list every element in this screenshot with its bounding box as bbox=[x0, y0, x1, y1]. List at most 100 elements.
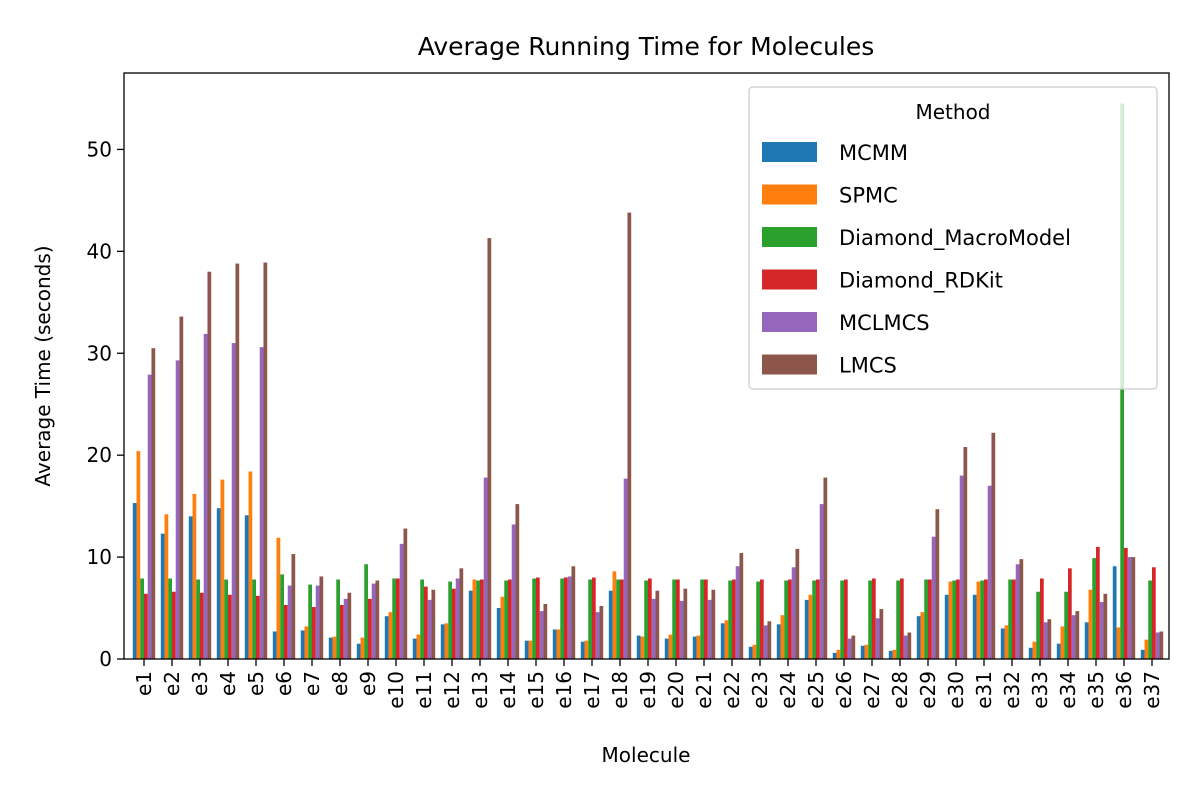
bar-e27-series-1 bbox=[860, 645, 865, 659]
bar-e24-series-1 bbox=[776, 624, 781, 659]
x-tick-label: e27 bbox=[860, 671, 884, 709]
x-tick-label: e6 bbox=[272, 671, 296, 696]
x-tick-label: e13 bbox=[468, 671, 492, 709]
bar-e3-series-1 bbox=[188, 516, 193, 659]
x-tick-label: e25 bbox=[804, 671, 828, 709]
legend-label: Diamond_MacroModel bbox=[839, 226, 1071, 251]
bar-e17-series-1 bbox=[580, 641, 585, 659]
x-tick-label: e16 bbox=[552, 671, 576, 709]
bar-e37-series-4 bbox=[1152, 567, 1156, 659]
bar-e26-series-6 bbox=[851, 635, 856, 659]
bar-e12-series-5 bbox=[455, 578, 460, 659]
bar-e30-series-3 bbox=[952, 580, 956, 659]
bar-e23-series-5 bbox=[763, 625, 768, 659]
bar-e12-series-6 bbox=[459, 568, 464, 659]
bar-e21-series-1 bbox=[692, 636, 697, 659]
bar-e1-series-5 bbox=[147, 374, 152, 659]
x-tick-label: e2 bbox=[160, 671, 184, 696]
bar-e20-series-5 bbox=[679, 600, 684, 659]
bar-e33-series-2 bbox=[1032, 641, 1037, 659]
bar-e16-series-1 bbox=[552, 629, 557, 659]
bar-e9-series-4 bbox=[368, 598, 372, 659]
bar-e4-series-6 bbox=[235, 263, 240, 659]
bar-e37-series-1 bbox=[1140, 649, 1145, 659]
bar-e15-series-1 bbox=[524, 640, 529, 659]
bar-e15-series-5 bbox=[539, 611, 544, 659]
bar-e33-series-5 bbox=[1043, 622, 1048, 659]
bar-e5-series-5 bbox=[259, 347, 264, 659]
x-tick-label: e24 bbox=[776, 671, 800, 709]
bar-e2-series-2 bbox=[164, 514, 169, 659]
bar-e24-series-6 bbox=[795, 548, 800, 659]
x-tick-label: e36 bbox=[1112, 671, 1136, 709]
bar-e8-series-5 bbox=[343, 598, 348, 659]
bar-e11-series-5 bbox=[427, 599, 432, 659]
legend-label: Diamond_RDKit bbox=[839, 269, 1003, 294]
bar-e25-series-6 bbox=[823, 477, 828, 659]
bar-e20-series-6 bbox=[683, 588, 688, 659]
x-axis-label: Molecule bbox=[602, 743, 691, 767]
bar-e27-series-2 bbox=[864, 644, 869, 659]
bar-e2-series-3 bbox=[168, 578, 172, 659]
bar-e24-series-2 bbox=[780, 615, 785, 659]
bar-e6-series-4 bbox=[284, 604, 288, 659]
bar-e4-series-4 bbox=[228, 594, 232, 659]
bar-e26-series-3 bbox=[840, 580, 844, 659]
bar-e33-series-4 bbox=[1040, 578, 1044, 659]
bar-e11-series-6 bbox=[431, 589, 436, 659]
x-tick-label: e37 bbox=[1140, 671, 1164, 709]
bar-e10-series-6 bbox=[403, 528, 408, 659]
bar-e9-series-6 bbox=[375, 580, 380, 659]
bar-e12-series-3 bbox=[448, 581, 452, 659]
bar-e26-series-4 bbox=[844, 579, 848, 659]
bar-e2-series-5 bbox=[175, 360, 180, 659]
bar-e26-series-1 bbox=[832, 652, 837, 659]
bar-e24-series-4 bbox=[788, 579, 792, 659]
x-tick-label: e4 bbox=[216, 671, 240, 696]
bar-e11-series-3 bbox=[420, 579, 424, 659]
bar-e27-series-4 bbox=[872, 578, 876, 659]
bar-e37-series-6 bbox=[1159, 631, 1164, 659]
bar-e5-series-1 bbox=[244, 515, 249, 659]
bar-e23-series-2 bbox=[752, 644, 757, 659]
bar-e35-series-5 bbox=[1099, 601, 1104, 659]
bar-e14-series-5 bbox=[511, 524, 516, 659]
legend-label: SPMC bbox=[839, 184, 898, 208]
bar-e35-series-4 bbox=[1096, 546, 1100, 659]
bar-e16-series-6 bbox=[571, 566, 576, 659]
bar-e32-series-4 bbox=[1012, 579, 1016, 659]
bar-e5-series-2 bbox=[248, 471, 253, 659]
x-tick-label: e14 bbox=[496, 671, 520, 709]
bar-e7-series-4 bbox=[312, 607, 316, 659]
bar-e9-series-5 bbox=[371, 583, 376, 659]
bar-e18-series-1 bbox=[608, 590, 613, 659]
bar-e2-series-6 bbox=[179, 316, 184, 659]
bar-e2-series-4 bbox=[172, 591, 176, 659]
bar-e22-series-2 bbox=[724, 620, 729, 659]
bar-e6-series-5 bbox=[287, 585, 292, 659]
y-tick-label: 0 bbox=[99, 647, 112, 671]
legend-label: MCLMCS bbox=[839, 311, 930, 335]
bar-e6-series-2 bbox=[276, 537, 281, 659]
bar-e31-series-1 bbox=[972, 594, 977, 659]
bar-e20-series-4 bbox=[676, 579, 680, 659]
x-tick-label: e7 bbox=[300, 671, 324, 696]
bar-e31-series-5 bbox=[987, 485, 992, 659]
bar-e18-series-5 bbox=[623, 478, 628, 659]
bar-e19-series-5 bbox=[651, 598, 656, 659]
x-tick-label: e20 bbox=[664, 671, 688, 709]
x-tick-label: e34 bbox=[1056, 671, 1080, 709]
legend-swatch bbox=[762, 269, 817, 290]
bar-e5-series-3 bbox=[252, 579, 256, 659]
bar-e15-series-3 bbox=[532, 578, 536, 659]
bar-e22-series-6 bbox=[739, 553, 744, 659]
bar-e35-series-1 bbox=[1084, 622, 1089, 659]
bar-e7-series-5 bbox=[315, 585, 320, 659]
bar-e33-series-1 bbox=[1028, 647, 1033, 659]
y-tick-label: 40 bbox=[87, 239, 112, 263]
bar-e35-series-2 bbox=[1088, 589, 1093, 659]
y-tick-label: 30 bbox=[87, 341, 112, 365]
bar-e7-series-2 bbox=[304, 626, 309, 659]
bar-e30-series-1 bbox=[944, 594, 949, 659]
bar-e18-series-6 bbox=[627, 212, 632, 659]
